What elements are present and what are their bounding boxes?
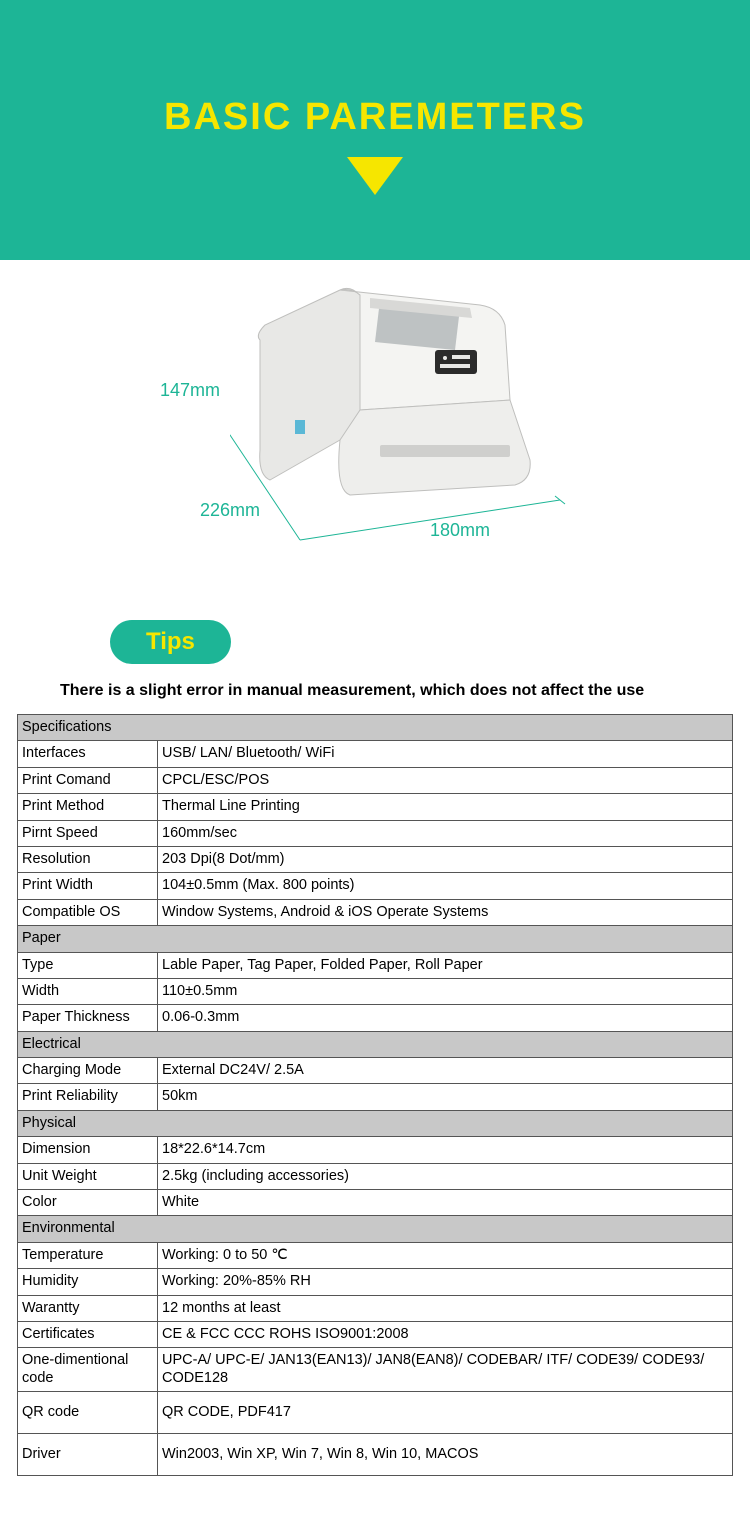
spec-row: QR codeQR CODE, PDF417 [18,1392,733,1434]
spec-section-header: Physical [18,1110,733,1136]
spec-row: Resolution203 Dpi(8 Dot/mm) [18,846,733,872]
spec-label: Print Comand [18,767,158,793]
spec-label: Temperature [18,1242,158,1268]
spec-label: Width [18,978,158,1004]
spec-section-title: Environmental [18,1216,733,1242]
triangle-down-icon [347,157,403,195]
spec-row: Warantty12 months at least [18,1295,733,1321]
spec-row: DriverWin2003, Win XP, Win 7, Win 8, Win… [18,1434,733,1476]
spec-row: Print MethodThermal Line Printing [18,794,733,820]
spec-section-header: Environmental [18,1216,733,1242]
spec-label: Type [18,952,158,978]
spec-label: Compatible OS [18,899,158,925]
spec-value: CPCL/ESC/POS [158,767,733,793]
spec-value: 2.5kg (including accessories) [158,1163,733,1189]
spec-value: 12 months at least [158,1295,733,1321]
spec-value: 104±0.5mm (Max. 800 points) [158,873,733,899]
spec-value: USB/ LAN/ Bluetooth/ WiFi [158,741,733,767]
spec-value: 160mm/sec [158,820,733,846]
spec-label: Driver [18,1434,158,1476]
spec-section-header: Electrical [18,1031,733,1057]
spec-value: Thermal Line Printing [158,794,733,820]
spec-value: Lable Paper, Tag Paper, Folded Paper, Ro… [158,952,733,978]
spec-value: 18*22.6*14.7cm [158,1137,733,1163]
spec-value: 0.06-0.3mm [158,1005,733,1031]
spec-row: ColorWhite [18,1190,733,1216]
spec-value: 50km [158,1084,733,1110]
spec-label: Charging Mode [18,1058,158,1084]
spec-table: SpecificationsInterfacesUSB/ LAN/ Blueto… [17,714,733,1476]
spec-row: Paper Thickness0.06-0.3mm [18,1005,733,1031]
measurement-note: There is a slight error in manual measur… [0,682,750,714]
spec-label: Warantty [18,1295,158,1321]
spec-value: Working: 20%-85% RH [158,1269,733,1295]
spec-section-title: Physical [18,1110,733,1136]
spec-value: White [158,1190,733,1216]
tips-badge: Tips [110,620,231,664]
spec-value: Working: 0 to 50 ℃ [158,1242,733,1268]
dim-height-label: 147mm [160,380,220,401]
header-banner: BASIC PAREMETERS [0,0,750,260]
spec-section-header: Paper [18,926,733,952]
header-title: BASIC PAREMETERS [164,96,586,139]
spec-label: Print Reliability [18,1084,158,1110]
spec-row: Print ComandCPCL/ESC/POS [18,767,733,793]
spec-row: HumidityWorking: 20%-85% RH [18,1269,733,1295]
spec-row: TypeLable Paper, Tag Paper, Folded Paper… [18,952,733,978]
spec-value: Window Systems, Android & iOS Operate Sy… [158,899,733,925]
spec-value: CE & FCC CCC ROHS ISO9001:2008 [158,1321,733,1347]
spec-row: One-dimentional codeUPC-A/ UPC-E/ JAN13(… [18,1348,733,1392]
spec-section-title: Paper [18,926,733,952]
spec-label: Interfaces [18,741,158,767]
spec-value: External DC24V/ 2.5A [158,1058,733,1084]
spec-label: One-dimentional code [18,1348,158,1392]
spec-row: Width110±0.5mm [18,978,733,1004]
spec-value: 110±0.5mm [158,978,733,1004]
dimension-diagram: 147mm 226mm 180mm [0,260,750,620]
spec-row: Dimension18*22.6*14.7cm [18,1137,733,1163]
spec-row: Print Width104±0.5mm (Max. 800 points) [18,873,733,899]
spec-label: Unit Weight [18,1163,158,1189]
spec-label: Print Width [18,873,158,899]
spec-section-title: Specifications [18,715,733,741]
spec-row: Unit Weight2.5kg (including accessories) [18,1163,733,1189]
printer-illustration [230,280,610,600]
spec-row: Print Reliability50km [18,1084,733,1110]
spec-section-title: Electrical [18,1031,733,1057]
spec-value: QR CODE, PDF417 [158,1392,733,1434]
spec-row: Compatible OSWindow Systems, Android & i… [18,899,733,925]
spec-label: Dimension [18,1137,158,1163]
spec-label: QR code [18,1392,158,1434]
spec-row: TemperatureWorking: 0 to 50 ℃ [18,1242,733,1268]
spec-label: Paper Thickness [18,1005,158,1031]
spec-value: Win2003, Win XP, Win 7, Win 8, Win 10, M… [158,1434,733,1476]
spec-label: Certificates [18,1321,158,1347]
spec-row: CertificatesCE & FCC CCC ROHS ISO9001:20… [18,1321,733,1347]
spec-label: Pirnt Speed [18,820,158,846]
spec-label: Color [18,1190,158,1216]
spec-label: Resolution [18,846,158,872]
spec-section-header: Specifications [18,715,733,741]
spec-row: Charging ModeExternal DC24V/ 2.5A [18,1058,733,1084]
spec-value: UPC-A/ UPC-E/ JAN13(EAN13)/ JAN8(EAN8)/ … [158,1348,733,1392]
spec-value: 203 Dpi(8 Dot/mm) [158,846,733,872]
spec-label: Humidity [18,1269,158,1295]
spec-row: Pirnt Speed160mm/sec [18,820,733,846]
spec-label: Print Method [18,794,158,820]
spec-row: InterfacesUSB/ LAN/ Bluetooth/ WiFi [18,741,733,767]
